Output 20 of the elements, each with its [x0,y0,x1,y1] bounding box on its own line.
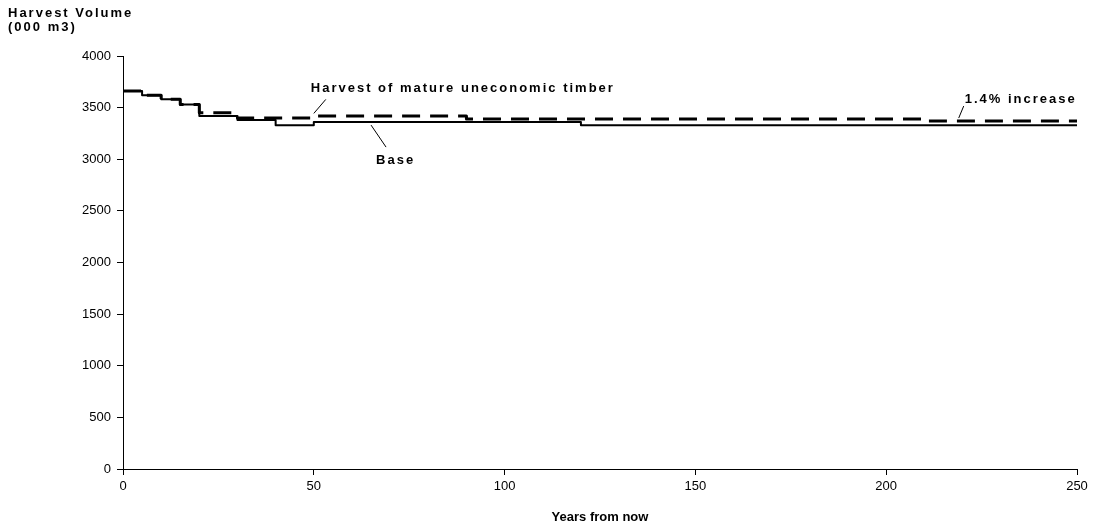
x-tick-label: 250 [1066,478,1088,494]
y-axis-title: Harvest Volume (000 m3) [8,5,134,34]
y-tick-label: 2000 [82,254,111,270]
annotation: 1.4% increase [964,91,1077,107]
x-tick-label: 50 [306,478,322,494]
y-tick-label: 0 [103,460,111,476]
x-tick-label: 100 [493,478,516,494]
annotation: Harvest of mature uneconomic timber [310,80,615,96]
x-tick-label: 0 [119,478,127,494]
y-tick-label: 500 [89,408,111,424]
x-axis-title: Years from now [551,508,650,524]
y-tick-label: 1500 [82,305,111,321]
y-tick-label: 4000 [82,47,111,63]
y-tick-label: 2500 [82,202,111,218]
y-tick-label: 3000 [82,150,111,166]
y-tick-label: 1000 [82,357,111,373]
x-tick-label: 150 [684,478,707,494]
y-tick-label: 3500 [82,99,111,115]
x-tick-label: 200 [875,478,898,494]
annotation: Base [376,152,416,168]
